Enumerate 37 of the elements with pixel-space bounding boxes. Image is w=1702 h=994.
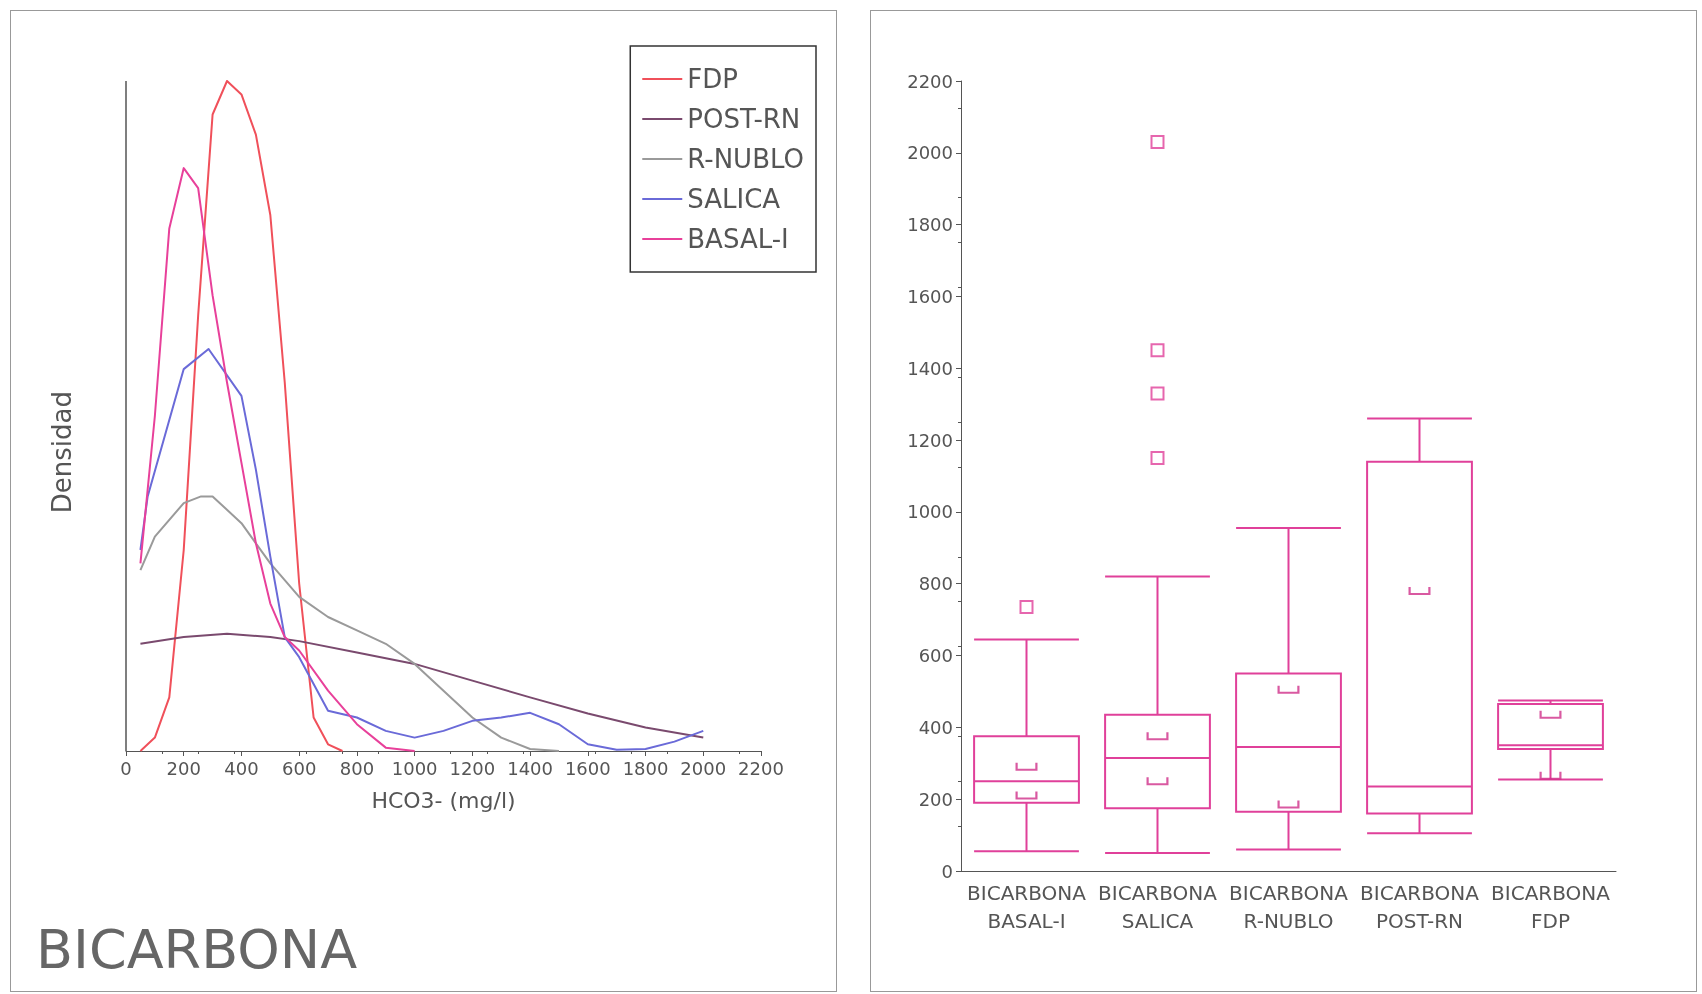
y-tick-label: 1200: [907, 429, 953, 451]
x-tick-label: BICARBONA POST-RN: [1360, 881, 1480, 933]
y-tick-label: 0: [941, 860, 953, 882]
y-tick-label: 400: [918, 716, 953, 738]
x-tick-label: BICARBONA SALICA: [1098, 881, 1218, 933]
y-tick-label: 1400: [907, 357, 953, 379]
legend-label: FDP: [687, 64, 738, 94]
x-tick-label: 800: [339, 757, 375, 779]
y-tick-label: 200: [918, 788, 953, 810]
x-tick-label: 1000: [391, 757, 438, 779]
y-tick-label: 2200: [907, 70, 953, 92]
x-tick-label: 600: [282, 757, 317, 779]
x-tick-label: 0: [120, 757, 132, 779]
x-axis-title: HCO3- (mg/l): [371, 787, 516, 813]
x-tick-label: BICARBONA BASAL-I: [967, 881, 1087, 933]
text: BICARBONA: [36, 917, 358, 981]
x-tick-label: 400: [224, 757, 259, 779]
legend-label: SALICA: [687, 184, 781, 214]
y-tick-label: 800: [918, 573, 953, 595]
x-tick-label: 1800: [622, 757, 669, 779]
y-tick-label: 1000: [907, 501, 953, 523]
x-tick-label: 2200: [738, 757, 784, 779]
x-tick-label: BICARBONA FDP: [1491, 881, 1611, 933]
y-tick-label: 1800: [907, 214, 953, 236]
x-tick-label: 1400: [507, 757, 553, 779]
x-tick-label: 1200: [449, 757, 496, 779]
x-tick-label: 200: [166, 757, 201, 779]
x-tick-label: BICARBONA R-NUBLO: [1229, 881, 1349, 933]
legend-label: POST-RN: [687, 104, 801, 134]
x-tick-label: 1600: [564, 757, 611, 779]
y-axis-title: Densidad: [47, 390, 77, 514]
y-tick-label: 2000: [907, 142, 953, 164]
y-tick-label: 600: [918, 645, 953, 667]
legend-label: R-NUBLO: [687, 144, 804, 174]
x-tick-label: 2000: [680, 757, 727, 779]
legend-label: BASAL-I: [687, 224, 789, 254]
y-tick-label: 1600: [907, 285, 953, 307]
